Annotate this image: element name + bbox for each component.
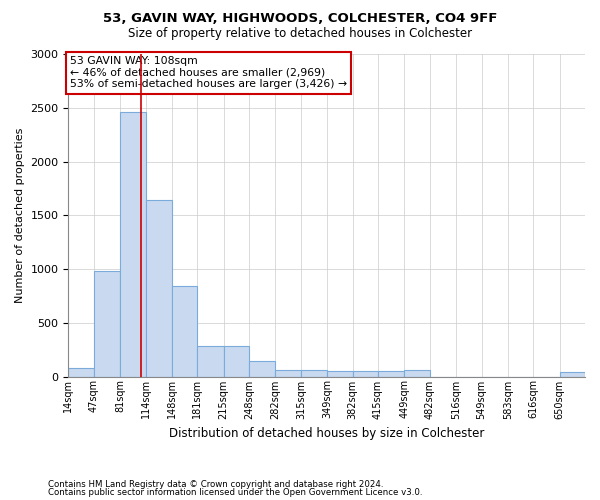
Bar: [68, 368, 94, 376]
Text: 53, GAVIN WAY, HIGHWOODS, COLCHESTER, CO4 9FF: 53, GAVIN WAY, HIGHWOODS, COLCHESTER, CO…: [103, 12, 497, 26]
Bar: [560, 372, 585, 376]
Bar: [378, 371, 404, 376]
X-axis label: Distribution of detached houses by size in Colchester: Distribution of detached houses by size …: [169, 427, 484, 440]
Text: 53 GAVIN WAY: 108sqm
← 46% of detached houses are smaller (2,969)
53% of semi-de: 53 GAVIN WAY: 108sqm ← 46% of detached h…: [70, 56, 347, 90]
Text: Size of property relative to detached houses in Colchester: Size of property relative to detached ho…: [128, 28, 472, 40]
Bar: [327, 371, 353, 376]
Bar: [94, 270, 120, 376]
Bar: [172, 286, 197, 376]
Bar: [224, 346, 249, 376]
Bar: [275, 370, 301, 376]
Bar: [353, 371, 378, 376]
Text: Contains public sector information licensed under the Open Government Licence v3: Contains public sector information licen…: [48, 488, 422, 497]
Text: Contains HM Land Registry data © Crown copyright and database right 2024.: Contains HM Land Registry data © Crown c…: [48, 480, 383, 489]
Bar: [249, 362, 275, 376]
Bar: [404, 370, 430, 376]
Bar: [146, 200, 172, 376]
Bar: [120, 112, 146, 376]
Y-axis label: Number of detached properties: Number of detached properties: [15, 128, 25, 303]
Bar: [197, 346, 224, 376]
Bar: [301, 370, 327, 376]
